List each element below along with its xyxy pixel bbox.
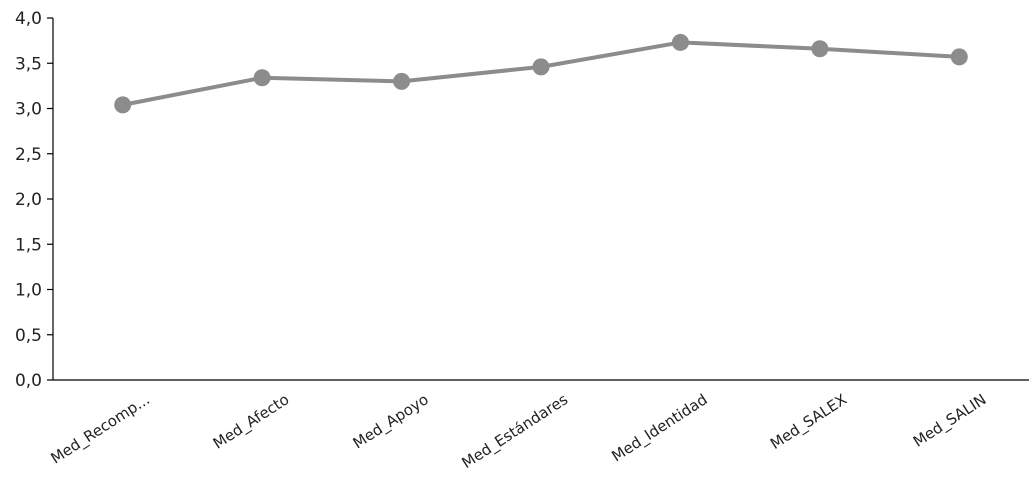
- x-category-label: Med_Afecto: [210, 390, 293, 453]
- y-tick-label: 0,5: [15, 326, 42, 346]
- data-point: [811, 40, 829, 58]
- data-point: [671, 33, 689, 51]
- y-tick-label: 1,0: [15, 281, 42, 301]
- data-point: [950, 48, 968, 66]
- y-tick-label: 3,5: [15, 54, 42, 74]
- data-point: [393, 72, 411, 90]
- y-axis: 0,0 0,5 1,0 1,5 2,0 2,5 3,0 3,5 4,0: [15, 9, 54, 391]
- y-tick-label: 3,0: [15, 100, 42, 120]
- x-category-label: Med_Estándares: [458, 390, 571, 473]
- y-tick-label: 2,5: [15, 145, 42, 165]
- data-point: [253, 69, 271, 87]
- y-tick-label: 2,0: [15, 190, 42, 210]
- series-layer: [114, 33, 968, 114]
- x-category-label: Med_Apoyo: [350, 390, 433, 453]
- data-point: [532, 58, 550, 76]
- data-point: [114, 96, 132, 114]
- y-tick-label: 1,5: [15, 235, 42, 255]
- x-category-label: Med_SALIN: [910, 390, 990, 451]
- y-tick-label: 0,0: [15, 371, 42, 391]
- x-category-label: Med_Recomp...: [47, 390, 153, 468]
- x-category-label: Med_Identidad: [608, 390, 711, 466]
- y-tick-label: 4,0: [15, 9, 42, 29]
- x-axis: Med_Recomp... Med_Afecto Med_Apoyo Med_Está…: [47, 379, 1029, 473]
- x-category-label: Med_SALEX: [767, 390, 851, 454]
